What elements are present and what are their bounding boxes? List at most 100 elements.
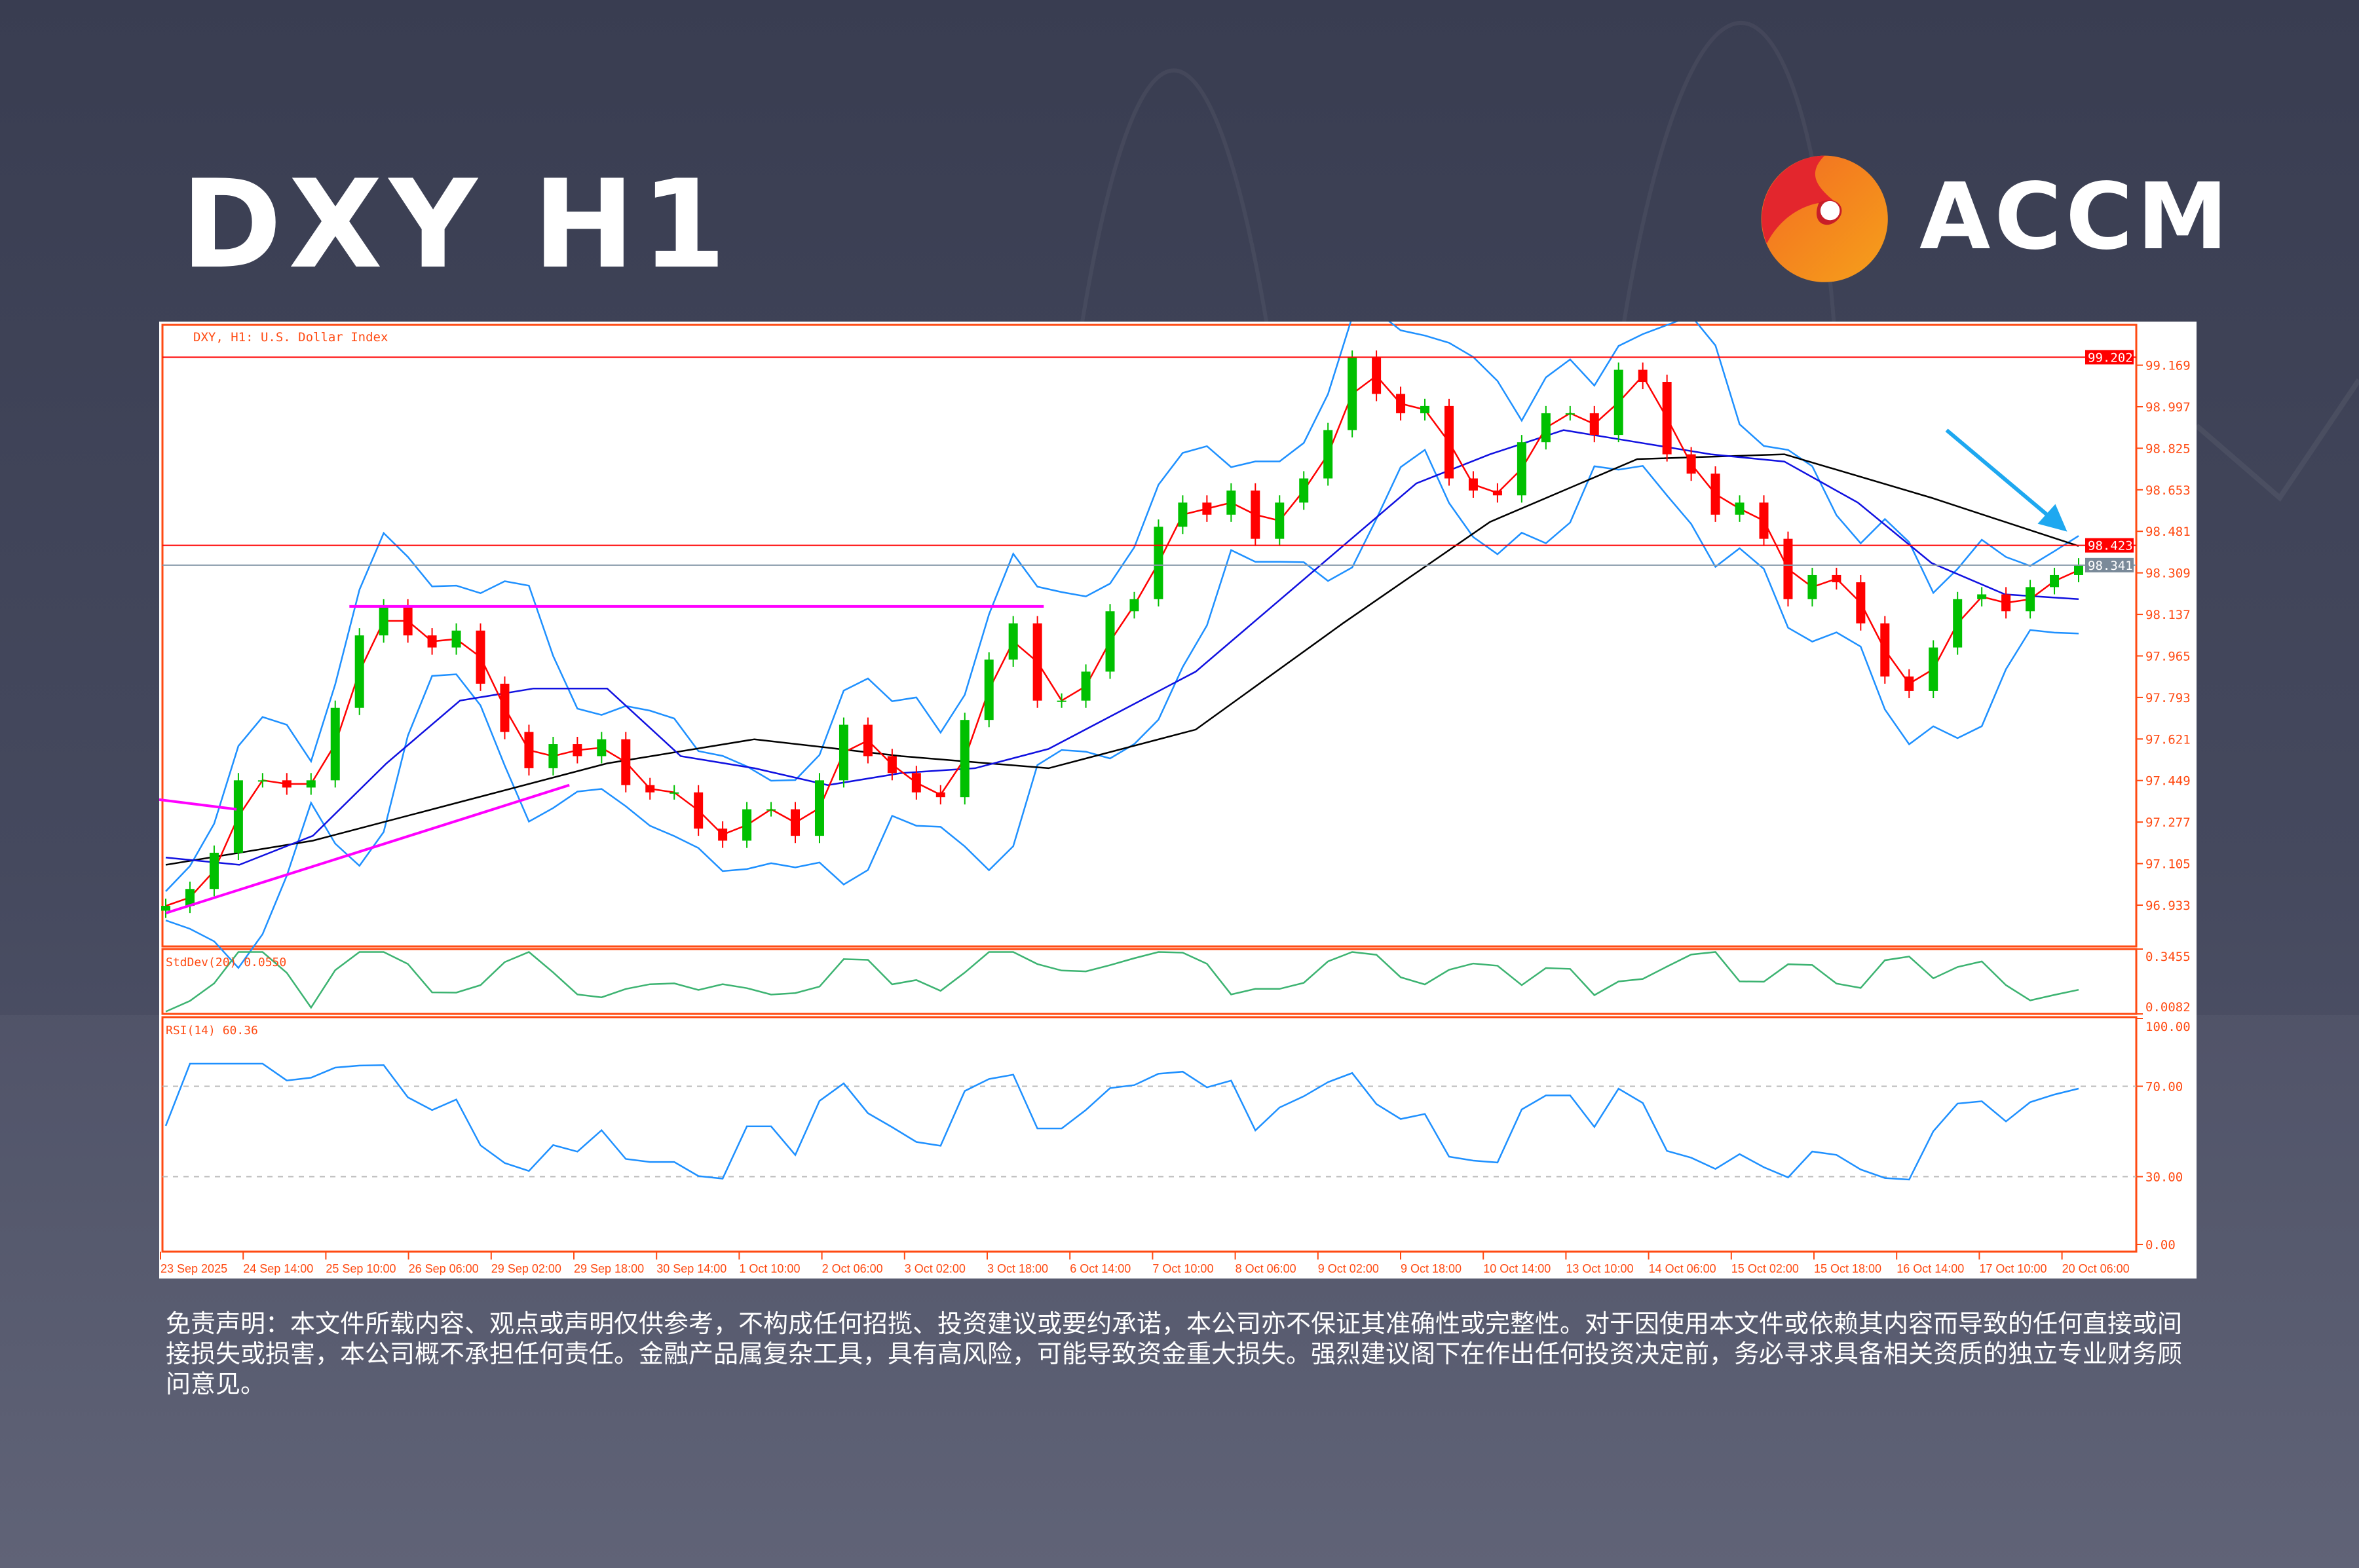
candle-body xyxy=(1178,502,1188,527)
stddev-tick-label: 0.3455 xyxy=(2145,950,2191,964)
candle-body xyxy=(233,780,243,853)
dxy-chart: 99.169 98.997 98.825 98.653 98.481 98.309 98.1… xyxy=(159,322,2191,1275)
candle-body xyxy=(209,852,219,889)
y-tick-label: 96.933 xyxy=(2145,899,2191,913)
accm-logo-icon xyxy=(1761,155,1888,282)
candle-body xyxy=(1396,394,1406,413)
candle-body xyxy=(427,635,437,648)
candle-body xyxy=(1832,574,1841,583)
candle-body xyxy=(839,724,848,781)
candle-body xyxy=(2074,565,2083,575)
rsi-tick-label: 0.00 xyxy=(2145,1238,2176,1252)
price-tag-label: 98.423 xyxy=(2088,539,2133,553)
last-price-label: 98.341 xyxy=(2088,559,2133,573)
ma-mid-line xyxy=(165,429,2079,866)
x-tick-label: 15 Oct 02:00 xyxy=(1731,1262,1799,1275)
candle-body xyxy=(500,683,510,732)
candle-body xyxy=(1372,358,1382,394)
x-tick-label: 10 Oct 14:00 xyxy=(1483,1262,1551,1275)
y-tick-label: 97.965 xyxy=(2145,649,2191,663)
stddev-tick-label: 0.0082 xyxy=(2145,1000,2191,1015)
arrow-line xyxy=(1945,428,2061,527)
candle-body xyxy=(330,707,340,781)
x-tick-label: 24 Sep 14:00 xyxy=(243,1262,313,1275)
candle-body xyxy=(1807,574,1817,599)
x-tick-label: 9 Oct 02:00 xyxy=(1318,1262,1379,1275)
candle-body xyxy=(718,829,728,841)
x-tick-label: 14 Oct 06:00 xyxy=(1649,1262,1716,1275)
x-tick-label: 26 Sep 06:00 xyxy=(409,1262,479,1275)
candle-body xyxy=(911,773,921,793)
candle-body xyxy=(573,744,582,756)
price-tag-label: 99.202 xyxy=(2088,350,2133,365)
rsi-pane-frame xyxy=(161,1016,2138,1253)
candle-body xyxy=(1589,413,1599,436)
ma-slow-line xyxy=(165,453,2079,866)
candle-body xyxy=(1444,405,1454,479)
candle-body xyxy=(766,809,776,811)
candle-body xyxy=(1105,611,1115,672)
candle-body xyxy=(476,630,485,684)
candle-body xyxy=(1275,502,1285,539)
candle-body xyxy=(1759,502,1769,539)
candle-body xyxy=(814,780,824,836)
candle-body xyxy=(1299,478,1309,503)
candle-body xyxy=(282,780,292,788)
x-tick-label: 9 Oct 18:00 xyxy=(1401,1262,1462,1275)
short-trendline xyxy=(159,798,237,811)
y-tick-label: 98.825 xyxy=(2145,441,2191,456)
symbol-label: DXY, H1: U.S. Dollar Index xyxy=(193,330,388,345)
candle-body xyxy=(1420,405,1430,413)
x-tick-label: 15 Oct 18:00 xyxy=(1814,1262,1881,1275)
candle-body xyxy=(621,739,631,785)
y-tick-label: 98.309 xyxy=(2145,567,2191,581)
candle-body xyxy=(935,792,945,798)
candle-body xyxy=(1129,599,1139,612)
y-tick-label: 97.621 xyxy=(2145,732,2191,747)
stddev-label: StdDev(20) 0.0550 xyxy=(166,956,286,969)
rsi-label: RSI(14) 60.36 xyxy=(166,1024,258,1037)
candle-body xyxy=(524,732,534,768)
candle-body xyxy=(1662,382,1672,455)
main-pane-frame xyxy=(161,324,2138,948)
y-tick-label: 98.997 xyxy=(2145,400,2191,415)
x-tick-label: 7 Oct 10:00 xyxy=(1152,1262,1213,1275)
candle-body xyxy=(1251,490,1260,539)
candle-body xyxy=(742,809,752,841)
rsi-tick-label: 30.00 xyxy=(2145,1170,2183,1185)
candle-body xyxy=(1081,671,1091,701)
y-tick-label: 97.449 xyxy=(2145,774,2191,789)
rsi-line xyxy=(164,1062,2079,1181)
candle-body xyxy=(403,606,413,636)
candle-body xyxy=(1856,582,1866,624)
y-tick-label: 97.105 xyxy=(2145,857,2191,872)
y-tick-label: 98.137 xyxy=(2145,608,2191,622)
candle-body xyxy=(645,785,655,793)
candle-body xyxy=(1904,676,1914,691)
candle-body xyxy=(1057,700,1066,702)
candle-body xyxy=(984,660,994,720)
candle-body xyxy=(694,792,704,829)
x-tick-label: 29 Sep 02:00 xyxy=(491,1262,561,1275)
candle-body xyxy=(161,906,170,911)
candle-body xyxy=(548,744,558,768)
candle-body xyxy=(960,720,970,798)
y-tick-label: 99.169 xyxy=(2145,359,2191,373)
y-tick-label: 97.793 xyxy=(2145,691,2191,705)
last-price-tag xyxy=(2085,557,2134,572)
candle-body xyxy=(2050,574,2060,588)
price-tag xyxy=(2085,350,2134,365)
candle-body xyxy=(1008,623,1018,660)
x-tick-label: 6 Oct 14:00 xyxy=(1070,1262,1131,1275)
x-tick-label: 23 Sep 2025 xyxy=(160,1262,227,1275)
x-tick-label: 30 Sep 14:00 xyxy=(656,1262,727,1275)
x-tick-label: 3 Oct 02:00 xyxy=(905,1262,966,1275)
x-tick-label: 16 Oct 14:00 xyxy=(1897,1262,1964,1275)
x-tick-label: 3 Oct 18:00 xyxy=(987,1262,1048,1275)
candle-body xyxy=(670,792,679,794)
candle-body xyxy=(1977,594,1987,599)
support-trendline xyxy=(165,783,570,915)
candle-body xyxy=(1783,538,1793,599)
bollinger-lower-line xyxy=(165,449,2079,969)
candle-body xyxy=(257,780,267,782)
